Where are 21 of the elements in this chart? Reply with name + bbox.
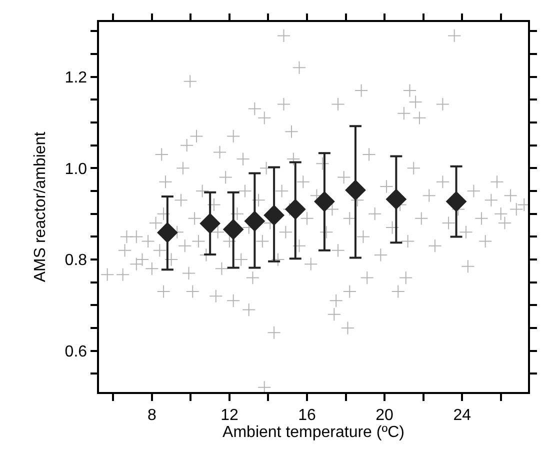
point	[285, 199, 306, 220]
point	[244, 210, 265, 232]
point	[386, 188, 406, 210]
point	[345, 180, 366, 200]
x-tick-label: 12	[220, 406, 238, 424]
y-tick-label: 0.6	[64, 343, 88, 360]
point	[157, 222, 178, 243]
point	[446, 191, 467, 212]
x-axis-title: Ambient temperature (ºC)	[222, 424, 404, 441]
point	[200, 213, 220, 234]
y-tick-label: 1.2	[64, 69, 88, 86]
y-axis-title: AMS reactor/ambient	[32, 131, 50, 282]
x-tick-label: 20	[376, 406, 394, 424]
point	[314, 191, 335, 212]
x-tick-label: 16	[298, 406, 316, 424]
x-tick-label: 8	[147, 406, 156, 424]
x-tick-label: 24	[453, 406, 472, 424]
point	[223, 219, 244, 240]
y-tick-label: 1.0	[64, 160, 88, 178]
y-tick-label: 0.8	[64, 252, 88, 270]
point	[264, 204, 284, 226]
